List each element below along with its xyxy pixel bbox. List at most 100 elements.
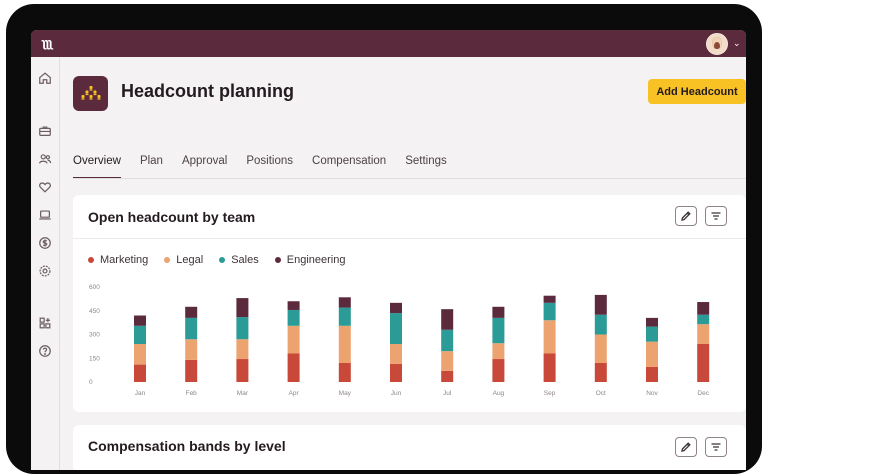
tab-plan[interactable]: Plan [139, 155, 163, 167]
bar-marketing-aug[interactable] [492, 359, 505, 382]
bar-sales-nov[interactable] [646, 326, 658, 342]
dollar-icon[interactable] [37, 235, 53, 251]
bar-marketing-dec[interactable] [697, 344, 710, 382]
bar-engineering-sep[interactable] [543, 295, 556, 303]
sidebar [31, 57, 60, 470]
bar-sales-apr[interactable] [287, 309, 300, 326]
chart-legend: Marketing Legal Sales Engineering [88, 254, 361, 266]
card-title: Open headcount by team [88, 209, 256, 225]
bar-marketing-oct[interactable] [594, 363, 607, 382]
tab-overview[interactable]: Overview [73, 155, 121, 179]
y-tick-label: 150 [89, 355, 100, 362]
bar-legal-jul[interactable] [441, 351, 454, 371]
legend-dot [88, 257, 94, 263]
bar-sales-dec[interactable] [697, 314, 710, 325]
bar-engineering-jan[interactable] [134, 315, 146, 326]
bar-legal-oct[interactable] [594, 334, 607, 364]
bar-legal-sep[interactable] [543, 320, 556, 354]
bar-marketing-apr[interactable] [287, 353, 300, 383]
compensation-card: Compensation bands by level [73, 425, 746, 470]
add-headcount-button[interactable]: Add Headcount [648, 79, 746, 104]
bar-legal-feb[interactable] [185, 339, 198, 360]
laptop-icon[interactable] [37, 207, 53, 223]
bar-marketing-mar[interactable] [236, 359, 249, 382]
bar-sales-may[interactable] [338, 307, 351, 326]
bar-sales-jul[interactable] [441, 329, 454, 352]
bar-sales-jun[interactable] [390, 313, 402, 344]
x-tick-label: Sep [544, 390, 556, 397]
y-tick-label: 450 [89, 308, 100, 315]
bar-engineering-dec[interactable] [697, 302, 710, 315]
bar-legal-mar[interactable] [236, 339, 249, 360]
tab-compensation[interactable]: Compensation [312, 155, 387, 167]
bar-legal-may[interactable] [338, 325, 351, 363]
tab-settings[interactable]: Settings [405, 155, 447, 167]
edit-button[interactable] [675, 206, 697, 226]
app-logo[interactable]: ʅʅʅ [42, 35, 53, 50]
open-headcount-card: Open headcount by team Marketing Legal [73, 195, 746, 412]
bar-marketing-jun[interactable] [390, 363, 402, 382]
bar-engineering-feb[interactable] [185, 306, 198, 318]
bar-sales-sep[interactable] [543, 302, 556, 321]
legend-dot [164, 257, 171, 263]
bar-legal-jun[interactable] [390, 344, 402, 364]
user-avatar-icon[interactable] [706, 33, 728, 55]
bar-sales-feb[interactable] [185, 317, 198, 340]
x-tick-label: Jan [135, 390, 146, 397]
bar-sales-jan[interactable] [134, 325, 146, 344]
x-tick-label: Aug [493, 390, 505, 397]
pencil-icon [681, 211, 691, 221]
tab-approval[interactable]: Approval [181, 155, 228, 167]
bar-engineering-apr[interactable] [287, 301, 300, 310]
filter-icon [711, 212, 721, 220]
bar-engineering-nov[interactable] [646, 317, 658, 327]
legend-item-engineering: Engineering [274, 254, 346, 266]
x-tick-label: Apr [289, 390, 300, 397]
bar-marketing-nov[interactable] [646, 366, 658, 382]
x-tick-label: Oct [596, 390, 606, 397]
edit-button[interactable] [675, 437, 697, 457]
bar-marketing-jul[interactable] [441, 370, 454, 382]
help-icon[interactable] [37, 343, 53, 359]
bar-legal-dec[interactable] [697, 324, 710, 344]
apps-icon[interactable] [37, 315, 53, 331]
chevron-down-icon[interactable]: ⌄ [733, 38, 741, 48]
filter-button[interactable] [705, 437, 727, 457]
bar-legal-jan[interactable] [134, 344, 146, 365]
bar-legal-aug[interactable] [492, 343, 505, 360]
filter-icon [711, 443, 721, 451]
bar-engineering-mar[interactable] [236, 298, 249, 318]
legend-dot [219, 257, 226, 263]
legend-label: Engineering [286, 254, 346, 266]
pencil-icon [681, 442, 691, 452]
heart-icon[interactable] [37, 179, 53, 195]
legend-label: Marketing [100, 254, 149, 266]
top-bar: ʅʅʅ ⌄ [31, 30, 746, 57]
bar-marketing-sep[interactable] [543, 353, 556, 383]
briefcase-icon[interactable] [37, 123, 53, 139]
bar-sales-oct[interactable] [594, 314, 607, 335]
legend-label: Legal [176, 254, 204, 266]
settings-icon[interactable] [37, 263, 53, 279]
bar-marketing-may[interactable] [338, 363, 351, 382]
bar-engineering-aug[interactable] [492, 306, 505, 318]
x-tick-label: Dec [697, 390, 709, 397]
bar-engineering-oct[interactable] [594, 294, 607, 315]
filter-button[interactable] [705, 206, 727, 226]
bar-sales-mar[interactable] [236, 317, 249, 340]
legend-label: Sales [231, 254, 259, 266]
bar-engineering-jul[interactable] [441, 309, 454, 330]
bar-legal-nov[interactable] [646, 341, 658, 367]
x-tick-label: Nov [646, 390, 658, 397]
bar-sales-aug[interactable] [492, 317, 505, 344]
bar-engineering-jun[interactable] [390, 302, 402, 314]
card-divider [73, 238, 746, 239]
home-icon[interactable] [37, 70, 53, 86]
bar-engineering-may[interactable] [338, 297, 351, 308]
users-icon[interactable] [37, 151, 53, 167]
tab-bar: Overview Plan Approval Positions Compens… [73, 155, 466, 179]
bar-marketing-jan[interactable] [134, 364, 146, 382]
tab-positions[interactable]: Positions [246, 155, 294, 167]
bar-marketing-feb[interactable] [185, 359, 198, 382]
bar-legal-apr[interactable] [287, 325, 300, 354]
